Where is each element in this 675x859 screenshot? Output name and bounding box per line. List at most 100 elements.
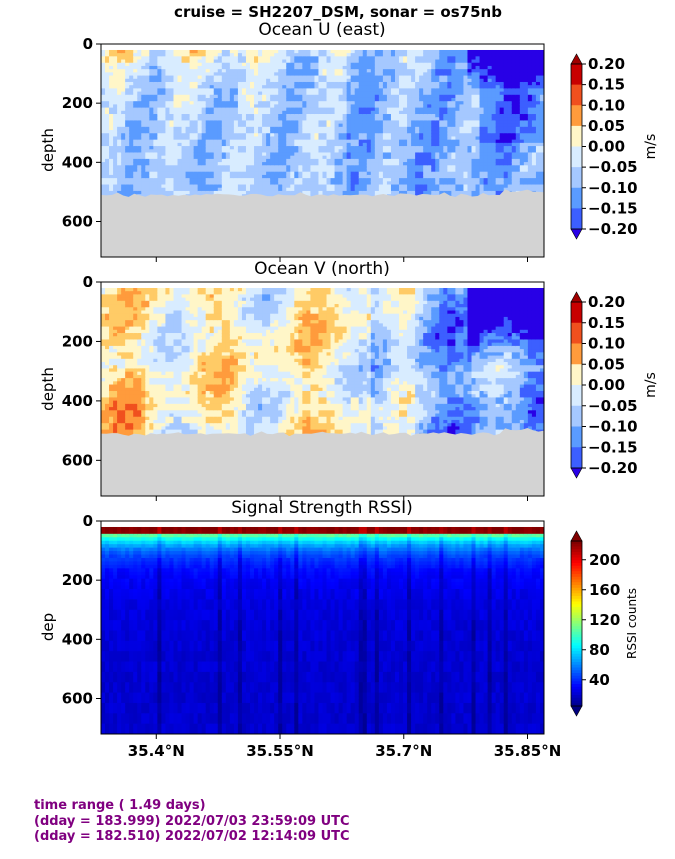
heatmap-cell <box>125 142 130 147</box>
heatmap-cell <box>286 162 291 166</box>
heatmap-cell <box>141 133 146 138</box>
heatmap-cell <box>382 190 388 195</box>
heatmap-cell <box>374 120 380 125</box>
heatmap-cell <box>455 139 461 144</box>
heatmap-cell <box>427 146 432 150</box>
heatmap-cell <box>161 65 167 70</box>
heatmap-cell <box>294 165 299 170</box>
heatmap-cell <box>322 56 328 61</box>
heatmap-cell <box>362 56 368 61</box>
heatmap-cell <box>423 158 428 163</box>
heatmap-cell <box>326 142 332 147</box>
heatmap-cell <box>455 187 461 192</box>
heatmap-cell <box>105 165 110 170</box>
heatmap-cell <box>378 120 384 125</box>
heatmap-cell <box>217 171 223 176</box>
heatmap-cell <box>262 155 267 160</box>
heatmap-cell <box>455 152 461 157</box>
heatmap-cell <box>213 158 219 163</box>
heatmap-cell <box>145 174 150 179</box>
heatmap-cell <box>290 62 295 67</box>
heatmap-cell <box>113 133 118 138</box>
heatmap-cell <box>467 69 473 73</box>
heatmap-cell <box>153 104 158 109</box>
heatmap-cell <box>358 85 364 89</box>
heatmap-cell <box>133 49 138 54</box>
heatmap-cell <box>467 91 473 96</box>
heatmap-cell <box>117 152 122 157</box>
heatmap-cell <box>173 158 179 163</box>
heatmap-cell <box>342 165 348 170</box>
heatmap-cell <box>302 155 307 160</box>
heatmap-cell <box>467 190 473 195</box>
heatmap-cell <box>326 78 332 83</box>
heatmap-cell <box>366 53 372 57</box>
heatmap-cell <box>169 110 175 115</box>
heatmap-cell <box>149 65 154 70</box>
heatmap-cell <box>403 69 408 73</box>
heatmap-cell <box>475 162 481 166</box>
heatmap-cell <box>121 101 126 105</box>
heatmap-cell <box>394 120 400 125</box>
heatmap-cell <box>511 174 517 179</box>
heatmap-cell <box>205 49 211 54</box>
heatmap-cell <box>515 126 521 131</box>
heatmap-cell <box>157 49 163 54</box>
heatmap-cell <box>250 146 255 150</box>
heatmap-cell <box>121 130 126 134</box>
heatmap-cell <box>117 65 122 70</box>
heatmap-cell <box>145 91 150 96</box>
heatmap-cell <box>491 181 497 186</box>
heatmap-cell <box>149 142 154 147</box>
heatmap-cell <box>258 88 263 93</box>
heatmap-cell <box>290 136 295 141</box>
heatmap-cell <box>258 126 263 131</box>
heatmap-cell <box>290 104 295 109</box>
heatmap-cell <box>302 171 307 176</box>
heatmap-cell <box>229 162 235 166</box>
heatmap-cell <box>443 62 448 67</box>
heatmap-cell <box>193 88 199 93</box>
heatmap-cell <box>399 152 404 157</box>
heatmap-cell <box>145 56 150 61</box>
heatmap-cell <box>181 114 187 118</box>
heatmap-cell <box>197 139 203 144</box>
heatmap-cell <box>342 130 348 134</box>
heatmap-cell <box>133 155 138 160</box>
heatmap-cell <box>471 62 477 67</box>
heatmap-cell <box>129 85 134 89</box>
heatmap-cell <box>201 56 207 61</box>
heatmap-cell <box>346 123 352 128</box>
heatmap-cell <box>378 190 384 195</box>
heatmap-cell <box>213 168 219 173</box>
heatmap-cell <box>354 110 360 115</box>
heatmap-cell <box>447 78 452 83</box>
heatmap-cell <box>278 114 283 118</box>
heatmap-cell <box>358 65 364 70</box>
heatmap-cell <box>266 136 271 141</box>
heatmap-cell <box>495 152 501 157</box>
heatmap-cell <box>459 69 465 73</box>
heatmap-cell <box>101 110 106 115</box>
heatmap-cell <box>258 149 263 154</box>
heatmap-cell <box>362 158 368 163</box>
heatmap-cell <box>459 126 465 131</box>
heatmap-cell <box>447 158 452 163</box>
heatmap-cell <box>479 75 485 80</box>
heatmap-cell <box>177 149 183 154</box>
heatmap-cell <box>314 155 320 160</box>
heatmap-cell <box>322 142 328 147</box>
heatmap-cell <box>511 114 517 118</box>
heatmap-cell <box>165 194 171 198</box>
heatmap-cell <box>366 190 372 195</box>
heatmap-cell <box>443 165 448 170</box>
heatmap-cell <box>181 49 187 54</box>
heatmap-cell <box>193 149 199 154</box>
heatmap-cell <box>113 104 118 109</box>
heatmap-cell <box>278 187 283 192</box>
heatmap-cell <box>455 85 461 89</box>
heatmap-cell <box>306 75 312 80</box>
heatmap-cell <box>511 126 517 131</box>
heatmap-cell <box>362 136 368 141</box>
heatmap-cell <box>326 117 332 122</box>
